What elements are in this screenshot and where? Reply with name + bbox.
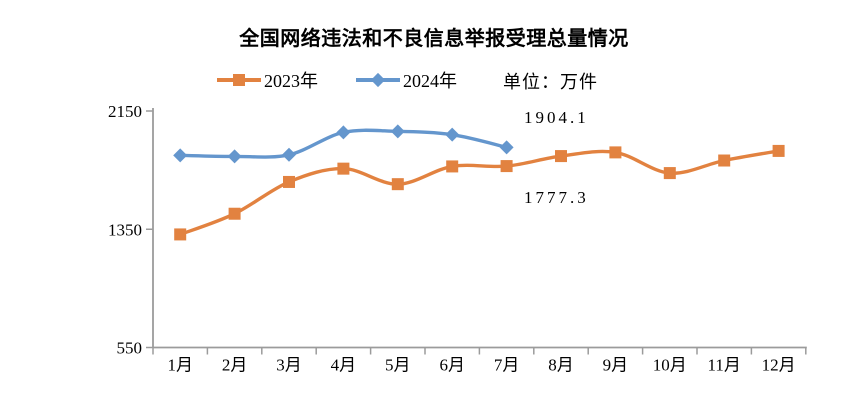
y-tick-label: 2150 [108,102,142,121]
marker-square [283,175,295,188]
marker-diamond [390,124,405,139]
x-category-label: 10月 [653,356,687,375]
legend-label-2023: 2023年 [264,71,318,91]
marker-square [391,178,404,191]
marker-diamond [282,147,296,162]
x-category-label: 6月 [439,356,465,375]
chart-title: 全国网络违法和不良信息举报受理总量情况 [239,28,629,50]
marker-diamond [173,148,188,163]
legend-item-2024: 2024年 [356,67,457,93]
marker-square [718,154,731,167]
marker-square [609,146,622,159]
legend-item-2023: 2023年 [217,67,318,93]
x-category-label: 12月 [762,356,796,375]
x-category-label: 8月 [548,356,574,375]
marker-square [772,144,785,157]
data-label-2023-jul: 1777.3 [524,188,589,207]
legend: 2023年 2024年 [217,67,457,93]
x-category-label: 4月 [331,356,357,375]
marker-square [663,167,676,180]
x-category-label: 3月 [276,356,302,375]
unit-label: 单位：万件 [503,72,598,92]
x-category-label: 5月 [385,356,411,375]
y-tick-label: 1350 [108,220,142,239]
legend-marker-2024-diamond-icon [356,71,400,89]
marker-diamond [227,149,242,164]
marker-square [446,160,459,173]
x-category-label: 11月 [708,356,741,375]
marker-diamond [336,125,351,140]
marker-square [500,160,513,173]
marker-diamond [445,127,460,142]
x-category-label: 1月 [167,356,193,375]
marker-square [174,228,187,241]
series-2023年 [174,144,785,241]
legend-label-2024: 2024年 [403,71,457,91]
axes: 2150 1350 550 1月 2月 3月 4月 5月 6月 7月 8月 9月 10月 11月 12月 [108,102,807,375]
series-2024年 [173,124,514,164]
x-category-label: 7月 [494,356,520,375]
legend-marker-2023-square-icon [217,71,261,89]
marker-square [228,207,241,220]
series-line-2023年 [178,149,781,237]
x-category-label: 2月 [222,356,248,375]
x-category-label: 9月 [603,356,629,375]
y-tick-label: 550 [117,339,143,358]
marker-diamond [499,140,514,155]
data-label-2024-jul: 1904.1 [524,108,589,127]
marker-square [337,162,350,175]
marker-square [555,150,567,163]
